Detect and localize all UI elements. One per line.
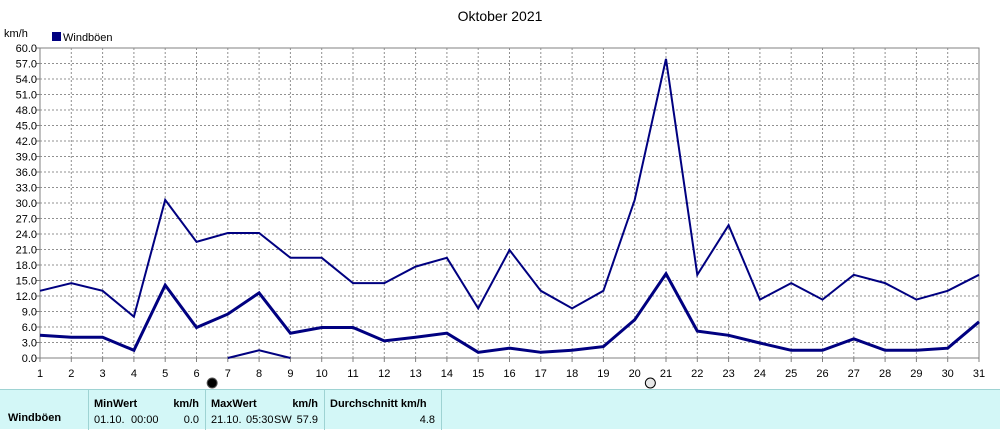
stats-min-date: 01.10. [94,414,125,426]
stats-max-unit: km/h [292,398,318,410]
y-tick-label: 48.0 [16,105,37,117]
stats-min-label: MinWert [94,398,138,410]
x-tick-label: 22 [691,368,703,380]
y-tick-label: 15.0 [16,276,37,288]
chart-area: Oktober 2021 km/h Windböen 0.0 3.0 6.0 9.0 1… [4,8,985,389]
moon-markers [206,377,656,389]
stats-max-time: 05:30 [246,414,274,426]
y-tick-label: 30.0 [16,198,37,210]
y-tick-label: 33.0 [16,183,37,195]
y-ticks: 0.0 3.0 6.0 9.0 12.0 15.0 18.0 21.0 24.0 27.0 30.0… [16,43,40,365]
y-tick-label: 18.0 [16,260,37,272]
legend-swatch [52,32,61,41]
x-tick-label: 23 [722,368,734,380]
stats-min-cell: MinWert km/h 01.10. 00:00 0.0 [89,390,205,430]
y-tick-label: 3.0 [22,338,37,350]
x-tick-label: 13 [409,368,421,380]
x-tick-label: 25 [785,368,797,380]
chart-title: Oktober 2021 [458,8,543,24]
x-tick-label: 12 [378,368,390,380]
y-tick-label: 12.0 [16,291,37,303]
x-tick-label: 5 [162,368,168,380]
x-tick-label: 31 [973,368,985,380]
new-moon-icon [206,377,218,389]
stats-max-date: 21.10. [211,414,242,426]
y-tick-label: 0.0 [22,353,37,365]
x-tick-label: 2 [68,368,74,380]
y-tick-label: 51.0 [16,90,37,102]
grid [39,47,980,359]
x-tick-label: 28 [879,368,891,380]
y-tick-label: 9.0 [22,307,37,319]
x-tick-label: 15 [472,368,484,380]
x-tick-label: 17 [535,368,547,380]
y-tick-label: 6.0 [22,322,37,334]
y-tick-label: 27.0 [16,214,37,226]
stats-avg-label: Durchschnitt km/h [330,398,427,410]
x-tick-label: 3 [100,368,106,380]
series-line-max [39,58,980,319]
x-tick-label: 24 [754,368,766,380]
stats-min-time: 00:00 [131,414,159,426]
x-tick-label: 4 [131,368,137,380]
y-tick-label: 45.0 [16,121,37,133]
stats-avg-cell: Durchschnitt km/h 4.8 [325,390,441,430]
stats-row-label: Windböen [8,412,62,424]
stats-min-value: 0.0 [183,414,199,426]
series-line-partial [227,349,291,359]
y-tick-label: 39.0 [16,152,37,164]
x-tick-label: 29 [910,368,922,380]
y-tick-label: 24.0 [16,229,37,241]
stats-panel: Windböen MinWert km/h 01.10. 00:00 0.0 M… [0,389,1000,430]
stats-max-cell: MaxWert km/h 21.10. 05:30 SW 57.9 [206,390,324,430]
y-tick-label: 21.0 [16,245,37,257]
x-tick-label: 8 [256,368,262,380]
y-tick-label: 54.0 [16,74,37,86]
x-tick-label: 20 [629,368,641,380]
y-tick-label: 36.0 [16,167,37,179]
x-tick-label: 16 [503,368,515,380]
x-tick-label: 1 [37,368,43,380]
x-tick-label: 6 [193,368,199,380]
legend-label: Windböen [63,32,113,44]
x-tick-label: 30 [942,368,954,380]
x-tick-label: 7 [225,368,231,380]
stats-max-direction: SW [274,414,292,426]
stats-max-value: 57.9 [296,414,318,426]
y-axis-unit: km/h [4,28,28,40]
stats-min-unit: km/h [173,398,199,410]
x-tick-label: 21 [660,368,672,380]
full-moon-icon [644,377,656,389]
x-tick-label: 11 [347,368,358,380]
series-line-avg [39,270,980,354]
x-tick-label: 26 [816,368,828,380]
y-tick-label: 57.0 [16,59,37,71]
x-tick-label: 27 [848,368,860,380]
stats-row-label-cell: Windböen [0,390,88,430]
stats-max-label: MaxWert [211,398,257,410]
x-tick-label: 18 [566,368,578,380]
x-tick-label: 9 [287,368,293,380]
stats-avg-value: 4.8 [419,414,435,426]
x-tick-label: 10 [316,368,328,380]
series-lines [39,58,980,359]
x-tick-label: 14 [441,368,453,380]
x-tick-label: 19 [597,368,609,380]
y-tick-label: 42.0 [16,136,37,148]
y-tick-label: 60.0 [16,43,37,55]
x-ticks: 1 2 3 4 5 6 7 8 9 10 11 12 13 14 15 16 17 18 19 20 21 22 23 24 2… [37,358,985,380]
